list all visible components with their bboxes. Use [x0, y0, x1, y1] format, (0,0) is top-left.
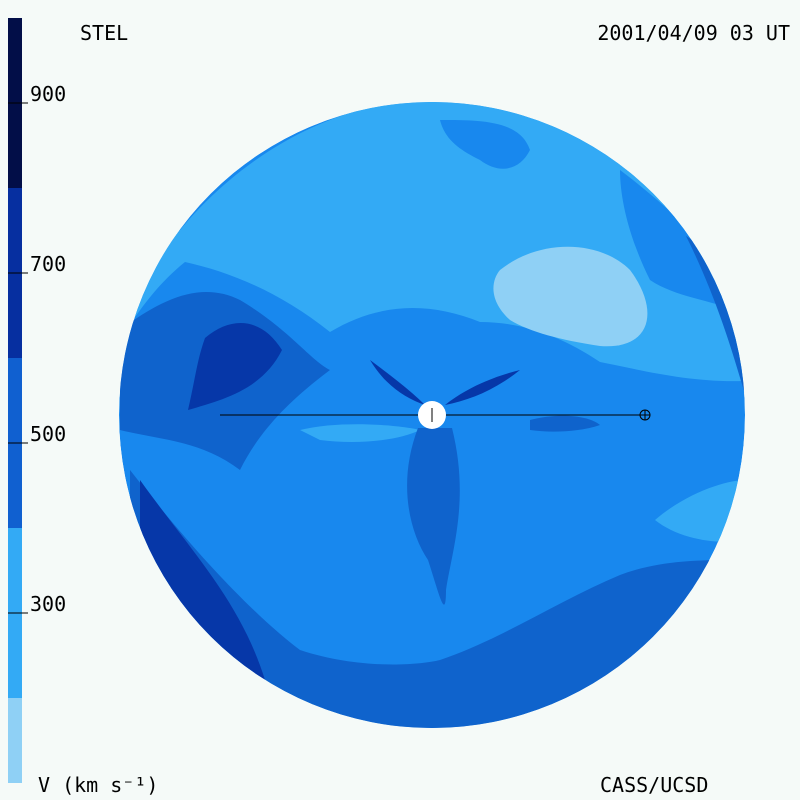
map-region — [140, 480, 265, 680]
map-region — [130, 470, 740, 728]
map-region — [445, 370, 520, 405]
map-region — [300, 424, 420, 442]
colorbar-tick-label: 900 — [30, 82, 66, 106]
colorbar-tick-label: 500 — [30, 422, 66, 446]
map-region — [655, 480, 745, 542]
colorbar-tick-label: 700 — [30, 252, 66, 276]
map-region — [188, 322, 282, 410]
map-region — [370, 360, 425, 405]
colorbar-label: V (km s⁻¹) — [38, 773, 158, 797]
colorbar-band — [8, 698, 22, 783]
title: STEL — [80, 21, 128, 45]
colorbar-tick-label: 300 — [30, 592, 66, 616]
footer: CASS/UCSD — [600, 773, 708, 797]
velocity-map — [119, 102, 745, 728]
map-region — [530, 415, 600, 432]
earth — [639, 409, 651, 421]
map-region — [493, 246, 648, 347]
map-region — [440, 120, 530, 169]
map-region — [407, 428, 460, 605]
subtitle: 2001/04/09 03 UT — [597, 21, 790, 45]
